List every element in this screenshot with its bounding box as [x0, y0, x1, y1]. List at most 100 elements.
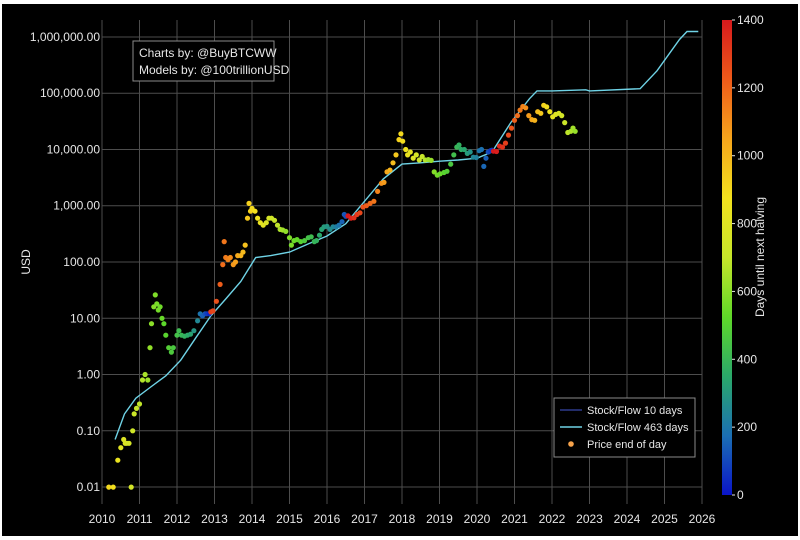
y-tick-label: 10.00	[70, 311, 100, 325]
price-point	[473, 154, 479, 161]
y-tick-label: 1.00	[77, 368, 101, 382]
price-point	[572, 128, 578, 134]
price-point	[110, 484, 116, 490]
price-point	[115, 457, 121, 463]
x-tick-label: 2026	[689, 512, 716, 526]
price-point	[106, 484, 112, 490]
price-point	[227, 254, 233, 261]
y-tick-label: 0.01	[77, 480, 101, 494]
colorbar-tick-label: 400	[737, 352, 757, 366]
price-point	[244, 215, 251, 221]
price-point	[301, 238, 308, 244]
price-point	[403, 146, 409, 153]
price-point	[283, 228, 289, 234]
x-tick-label: 2011	[127, 512, 153, 526]
x-tick-label: 2018	[389, 512, 416, 526]
legend-label-sf463: Stock/Flow 463 days	[587, 422, 689, 434]
x-tick-label: 2019	[426, 512, 453, 526]
colorbar-tick-label: 0	[737, 488, 744, 502]
price-point	[240, 249, 246, 255]
x-tick-label: 2014	[239, 512, 266, 526]
price-point	[357, 210, 363, 216]
colorbar-gradient	[722, 20, 732, 495]
price-point	[130, 428, 136, 434]
price-point	[431, 169, 437, 175]
price-point	[128, 484, 134, 490]
colorbar-tick-label: 800	[737, 217, 757, 231]
legend-label-sf10: Stock/Flow 10 days	[587, 405, 683, 417]
price-point	[339, 219, 345, 225]
price-point	[187, 331, 194, 337]
price-point	[148, 321, 155, 327]
price-point	[159, 315, 165, 321]
price-point	[147, 345, 153, 351]
price-point	[508, 125, 515, 131]
price-point	[428, 157, 434, 163]
price-point	[221, 239, 227, 245]
price-point	[407, 149, 413, 155]
price-point	[220, 262, 226, 268]
x-tick-label: 2013	[201, 512, 228, 526]
price-point	[313, 238, 320, 244]
price-point	[255, 215, 261, 221]
price-point	[168, 349, 174, 355]
price-point	[456, 142, 462, 148]
x-tick-label: 2020	[464, 512, 491, 526]
price-point	[252, 208, 258, 214]
price-point	[213, 298, 219, 304]
x-tick-label: 2016	[314, 512, 341, 526]
price-point	[371, 198, 377, 204]
price-point	[419, 153, 425, 160]
stock-flow-463-line	[114, 30, 699, 440]
price-point	[381, 179, 387, 185]
x-tick-label: 2021	[501, 512, 528, 526]
price-point	[126, 440, 132, 446]
price-point	[483, 155, 489, 161]
chart-frame: 2010 2011 2012 2013 2014 2015 2016 2017 2018 2019…	[2, 4, 798, 536]
price-point	[246, 200, 252, 206]
x-tick-label: 2023	[576, 512, 603, 526]
price-point	[562, 120, 568, 126]
price-point	[166, 345, 172, 351]
price-point	[145, 377, 151, 383]
y-axis-label: USD	[19, 249, 33, 275]
y-tick-label: 1,000.00	[53, 199, 100, 213]
price-point	[451, 152, 457, 158]
y-tick-label: 100.00	[63, 255, 100, 269]
price-point	[413, 152, 419, 158]
colorbar-ticks: 0 200 400 600 800 1000 1200 1400	[732, 13, 764, 502]
price-point	[139, 377, 146, 383]
price-point	[544, 104, 550, 110]
price-point	[142, 371, 148, 378]
legend-swatch-price	[568, 441, 574, 447]
price-point	[481, 163, 487, 169]
x-tick-label: 2025	[651, 512, 678, 526]
price-point	[286, 235, 293, 241]
price-point	[390, 160, 396, 166]
price-point	[461, 146, 467, 153]
colorbar-tick-label: 1000	[737, 149, 764, 163]
price-point	[174, 332, 180, 338]
price-point	[398, 131, 404, 137]
plot-area	[106, 30, 699, 490]
price-point	[448, 161, 454, 167]
price-point	[467, 149, 473, 155]
price-point	[478, 146, 485, 153]
axes: 2010 2011 2012 2013 2014 2015 2016 2017 2018 2019…	[30, 30, 716, 526]
y-tick-label: 10,000.00	[47, 142, 101, 156]
price-point	[375, 188, 381, 194]
x-tick-label: 2022	[539, 512, 566, 526]
colorbar-tick-label: 1200	[737, 81, 764, 95]
price-point	[170, 345, 176, 351]
price-point	[210, 308, 216, 314]
price-point	[493, 148, 500, 155]
legend: Stock/Flow 10 days Stock/Flow 463 days P…	[553, 397, 696, 458]
price-point	[176, 328, 182, 334]
price-point	[532, 117, 538, 123]
x-tick-label: 2012	[164, 512, 191, 526]
y-tick-label: 100,000.00	[40, 86, 100, 100]
price-point	[400, 138, 406, 144]
colorbar: 0 200 400 600 800 1000 1200 1400 Days until nex…	[722, 13, 767, 502]
annotation-line-1: Charts by: @BuyBTCWW	[139, 46, 277, 60]
price-point	[336, 222, 342, 228]
